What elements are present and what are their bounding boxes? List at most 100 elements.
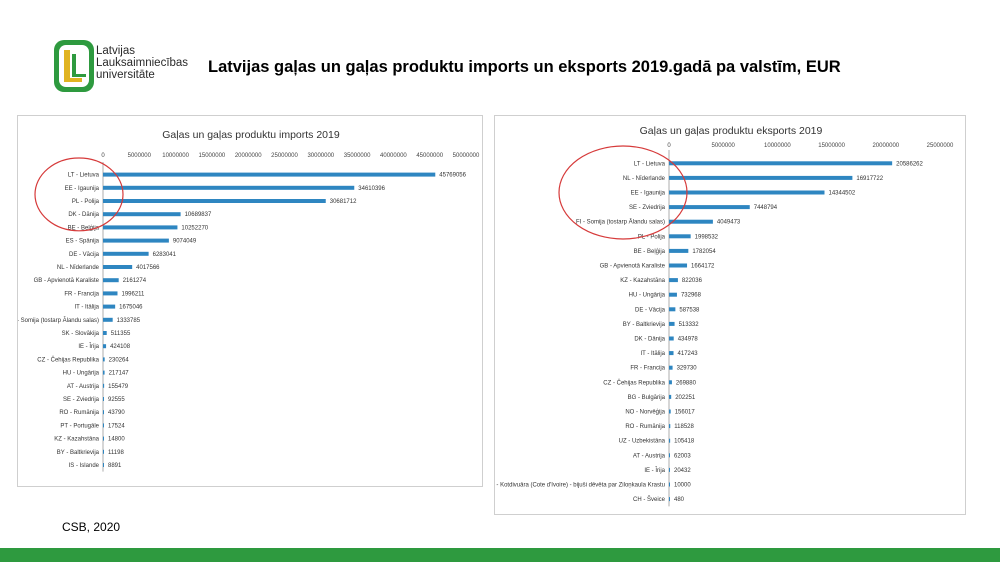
data-label: 424108 xyxy=(110,344,131,350)
data-label: 511355 xyxy=(111,331,131,337)
x-tick-label: 5000000 xyxy=(128,153,152,159)
bar xyxy=(103,463,104,467)
bar xyxy=(103,357,105,362)
data-label: 4049473 xyxy=(717,220,741,226)
x-tick-label: 25000000 xyxy=(927,143,954,149)
data-label: 1996211 xyxy=(121,291,145,297)
category-label: DK - Dānija xyxy=(68,212,99,218)
data-label: 6283041 xyxy=(153,252,177,258)
bar xyxy=(103,397,104,401)
category-label: CZ - Čehijas Republika xyxy=(603,379,665,386)
data-label: 8891 xyxy=(108,463,122,469)
logo-line-3: universitāte xyxy=(96,69,155,81)
category-label: LT - Lietuva xyxy=(634,161,666,167)
data-label: 513332 xyxy=(679,322,700,328)
data-label: 92555 xyxy=(108,397,125,403)
category-label: KZ - Kazahstāna xyxy=(620,278,665,284)
data-label: 329730 xyxy=(677,366,698,372)
x-tick-label: 45000000 xyxy=(416,153,443,159)
data-label: 732968 xyxy=(681,293,702,299)
data-label: 217147 xyxy=(109,371,130,377)
bar xyxy=(103,225,178,230)
bar xyxy=(669,205,750,210)
bar xyxy=(103,172,436,177)
bar xyxy=(103,278,119,283)
export-chart-panel: Gaļas un gaļas produktu eksports 2019 0 50… xyxy=(494,115,966,515)
category-label: IE - Īrija xyxy=(78,343,99,350)
category-label: DK - Dānija xyxy=(634,337,665,343)
category-label: IT - Itālija xyxy=(640,351,665,357)
bar xyxy=(669,307,676,312)
x-tick-label: 15000000 xyxy=(818,143,845,149)
data-label: 10000 xyxy=(674,483,691,489)
bar xyxy=(103,251,149,256)
bar xyxy=(669,248,689,253)
bar xyxy=(103,317,113,322)
bar xyxy=(669,409,671,414)
data-label: 202251 xyxy=(675,395,696,401)
category-label: SK - Slovākija xyxy=(62,331,100,337)
bar xyxy=(103,238,169,243)
bar xyxy=(669,365,673,370)
bar xyxy=(669,380,672,385)
data-label: 434978 xyxy=(678,337,699,343)
data-label: 155479 xyxy=(108,384,129,390)
bar xyxy=(669,336,674,341)
category-label: FI - Somija (tostarp Ālandu salas) xyxy=(576,219,665,226)
category-label: BY - Baltkrievija xyxy=(623,322,666,328)
bar xyxy=(669,453,670,458)
data-label: 11198 xyxy=(108,450,124,456)
bar xyxy=(669,234,691,239)
bar xyxy=(669,424,671,429)
x-tick-label: 15000000 xyxy=(199,153,226,159)
data-label: 10689837 xyxy=(185,212,212,218)
category-label: EE - Igaunija xyxy=(65,186,100,192)
bar xyxy=(669,394,672,399)
data-label: 7448794 xyxy=(754,205,778,211)
category-label: NO - Norvēģija xyxy=(625,409,665,416)
category-label: CH - Šveice xyxy=(633,496,666,503)
import-bar-chart: Gaļas un gaļas produktu imports 2019 0 500… xyxy=(18,129,480,472)
data-label: 1998532 xyxy=(695,234,719,240)
data-label: 62003 xyxy=(674,453,691,459)
university-logo[interactable] xyxy=(52,38,202,98)
x-tick-label: 50000000 xyxy=(453,153,480,159)
data-label: 10252270 xyxy=(181,225,208,231)
highlight-ellipse xyxy=(558,145,688,240)
x-tick-label: 0 xyxy=(101,153,105,159)
category-label: HU - Ungārija xyxy=(63,371,100,377)
data-label: 20586262 xyxy=(896,161,923,167)
category-label: RO - Rumānija xyxy=(59,410,99,416)
category-label: RO - Rumānija xyxy=(625,424,665,430)
data-label: 30681712 xyxy=(330,199,357,205)
data-label: 17524 xyxy=(108,423,125,429)
data-label: 1782054 xyxy=(692,249,716,255)
bar xyxy=(669,438,671,443)
category-label: IS - Islande xyxy=(69,463,100,469)
category-label: KZ - Kazahstāna xyxy=(54,437,99,443)
category-label: FI - Somija (tostarp Ālandu salas) xyxy=(18,317,99,324)
bar xyxy=(103,436,104,441)
bar xyxy=(103,344,107,349)
bar xyxy=(669,190,825,195)
bar xyxy=(103,331,107,335)
data-label: 14800 xyxy=(108,437,125,443)
category-label: IE - Īrija xyxy=(644,467,665,474)
bar xyxy=(103,185,355,190)
category-label: ES - Spānija xyxy=(66,239,100,245)
data-label: 230264 xyxy=(109,357,130,363)
category-label: PT - Portugāle xyxy=(60,423,99,429)
bar xyxy=(669,175,853,180)
category-label: SE - Zviedrija xyxy=(63,397,100,403)
category-label: LT - Lietuva xyxy=(68,173,100,179)
bar xyxy=(103,199,326,203)
category-label: BE - Beļģija xyxy=(68,224,100,231)
x-tick-label: 20000000 xyxy=(235,153,262,159)
bar xyxy=(669,292,677,297)
x-tick-label: 40000000 xyxy=(380,153,407,159)
slide-title: Latvijas gaļas un gaļas produktu imports… xyxy=(208,58,841,76)
data-label: 269880 xyxy=(676,380,697,386)
category-label: DE - Vācija xyxy=(635,307,666,313)
data-label: 822036 xyxy=(682,278,703,284)
data-label: 45769056 xyxy=(439,173,466,179)
